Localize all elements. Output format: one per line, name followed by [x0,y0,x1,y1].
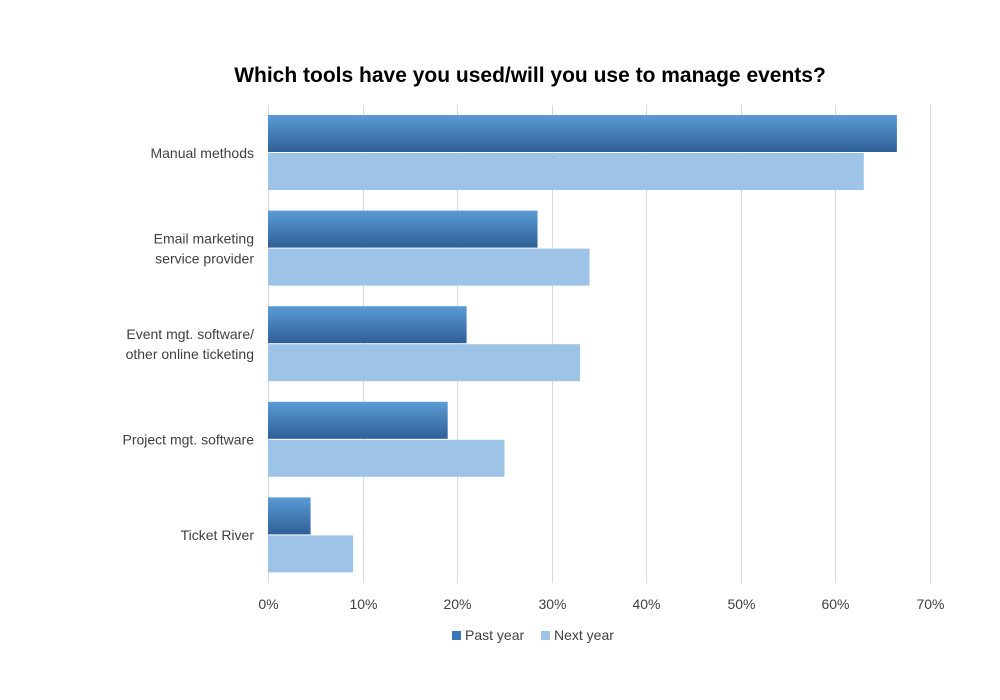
category-label-2-0: Event mgt. software/ [126,326,254,342]
value-axis: 0% 10% 20% 30% 40% 50% 60% 70% [258,596,944,612]
category-label-2-1: other online ticketing [126,346,254,362]
chart-title: Which tools have you used/will you use t… [234,64,826,87]
legend-swatch-past-year [452,631,461,640]
legend: Past year Next year [452,627,614,643]
bar-next-year-2 [268,344,581,382]
bar-past-year-4 [268,497,311,535]
legend-label-past-year: Past year [465,627,524,643]
bar-past-year-3 [268,401,448,439]
category-label-0-0: Manual methods [150,145,254,161]
tick-label-0: 0% [258,596,278,612]
category-label-4-0: Ticket River [181,527,255,543]
tick-label-70: 70% [916,596,944,612]
legend-swatch-next-year [541,631,550,640]
category-axis: Manual methods Email marketing service pro… [123,145,255,543]
tick-label-40: 40% [632,596,660,612]
category-label-1-1: service provider [155,250,254,266]
bar-next-year-1 [268,248,590,286]
legend-label-next-year: Next year [554,627,614,643]
bar-past-year-2 [268,306,467,344]
tick-label-20: 20% [443,596,471,612]
bar-next-year-4 [268,535,354,573]
bar-next-year-3 [268,439,505,477]
tick-label-50: 50% [727,596,755,612]
tick-label-10: 10% [349,596,377,612]
category-label-3-0: Project mgt. software [123,432,255,448]
tick-label-60: 60% [821,596,849,612]
category-label-1-0: Email marketing [154,230,254,246]
bar-past-year-1 [268,210,538,248]
bar-next-year-0 [268,153,864,190]
tick-label-30: 30% [538,596,566,612]
bars [268,115,897,573]
bar-past-year-0 [268,115,897,152]
